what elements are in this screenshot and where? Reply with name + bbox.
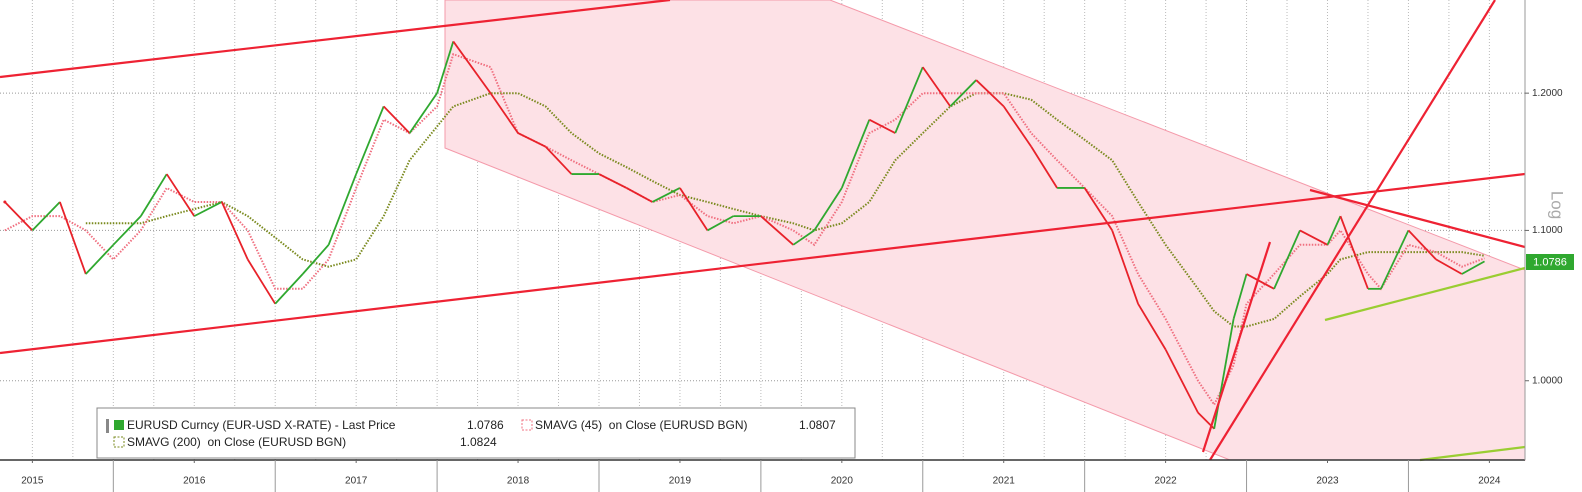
price-segment xyxy=(626,187,653,203)
price-segment xyxy=(489,92,519,134)
price-segment xyxy=(1380,230,1410,290)
price-segment xyxy=(1111,230,1139,305)
trend-line xyxy=(1309,188,1526,249)
price-segment xyxy=(246,258,276,305)
y-tick-label: 1.0000 xyxy=(1532,375,1563,386)
x-tick-label: 2015 xyxy=(21,476,44,487)
x-tick-label: 2024 xyxy=(1478,476,1501,487)
price-segment xyxy=(302,244,330,275)
price-segment xyxy=(1002,105,1032,148)
price-segment xyxy=(452,40,492,94)
last-price-box xyxy=(1526,254,1574,270)
price-segment xyxy=(975,79,1005,108)
trend-line xyxy=(0,0,671,79)
price-segment xyxy=(1435,258,1463,275)
price-segment xyxy=(760,215,794,246)
scale-label: Log xyxy=(1548,191,1567,219)
support-line xyxy=(1419,445,1526,462)
price-segment xyxy=(922,66,952,107)
price-segment xyxy=(707,215,734,232)
legend-box xyxy=(96,407,856,459)
price-segment xyxy=(274,273,304,305)
x-tick-label: 2016 xyxy=(183,476,206,487)
price-segment xyxy=(840,119,871,189)
price-segment xyxy=(1273,230,1301,290)
x-tick-label: 2020 xyxy=(831,476,854,487)
y-tick-label: 1.2000 xyxy=(1532,88,1563,99)
trend-line xyxy=(1201,241,1272,453)
legend-handle xyxy=(106,419,109,433)
legend-swatch xyxy=(113,436,125,448)
price-segment xyxy=(383,105,411,134)
price-segment xyxy=(544,146,573,175)
price-segment xyxy=(894,66,924,134)
price-segment xyxy=(1339,215,1369,290)
legend: EURUSD Curncy (EUR-USD X-RATE) - Last Pr… xyxy=(96,407,856,459)
trend-lines xyxy=(0,0,1526,462)
price-segment xyxy=(1030,146,1058,189)
price-segment xyxy=(1326,215,1342,246)
price-segment xyxy=(220,201,249,260)
y-axis-labels: 1.0000 1.1000 1.2000 xyxy=(1525,88,1563,386)
moving-average-line xyxy=(4,52,1485,407)
legend-label: EURUSD Curncy (EUR-USD X-RATE) - Last Pr… xyxy=(127,418,396,432)
price-segment xyxy=(1164,349,1199,414)
price-segment xyxy=(140,173,168,217)
trend-line xyxy=(1209,0,1496,461)
x-tick-label: 2023 xyxy=(1316,476,1339,487)
price-segment xyxy=(1213,318,1235,429)
x-tick-label: 2022 xyxy=(1154,476,1177,487)
moving-average-line xyxy=(85,92,1485,328)
price-segment xyxy=(1299,229,1328,246)
x-tick-label: 2018 xyxy=(507,476,530,487)
x-axis-labels: 2015 2016 2017 2018 2019 2020 2021 2022 2023 2024 xyxy=(21,460,1501,492)
price-segment xyxy=(1232,273,1248,320)
price-segment xyxy=(436,41,455,94)
x-tick-label: 2019 xyxy=(669,476,692,487)
price-segment xyxy=(112,215,142,246)
plot xyxy=(3,40,1485,430)
price-segment xyxy=(59,201,87,275)
y-tick-label: 1.1000 xyxy=(1532,225,1563,236)
price-segment xyxy=(517,132,546,148)
last-price-label: 1.0786 xyxy=(1533,256,1567,268)
price-segment xyxy=(31,201,61,232)
price-segment xyxy=(1461,260,1485,275)
support-line xyxy=(1324,266,1526,322)
price-segment xyxy=(327,173,357,246)
price-segment xyxy=(85,244,114,275)
legend-label: SMAVG (45) on Close (EURUSD BGN) xyxy=(535,418,748,432)
price-segment xyxy=(949,79,977,107)
x-tick-label: 2021 xyxy=(993,476,1016,487)
price-segment xyxy=(652,187,681,203)
price-segment xyxy=(408,92,438,134)
price-segment xyxy=(1137,303,1167,350)
x-tick-label: 2017 xyxy=(345,476,368,487)
trend-line xyxy=(0,172,1526,355)
price-segment xyxy=(813,187,843,231)
legend-value: 1.0786 xyxy=(467,418,504,432)
legend-swatch xyxy=(114,420,124,430)
legend-label: SMAVG (200) on Close (EURUSD BGN) xyxy=(127,435,346,449)
price-segment xyxy=(355,106,385,175)
price-segment xyxy=(165,173,196,217)
legend-swatch xyxy=(521,419,533,431)
legend-value: 1.0807 xyxy=(799,418,836,432)
price-segment xyxy=(792,229,815,246)
price-segment xyxy=(4,201,34,232)
legend-value: 1.0824 xyxy=(460,435,497,449)
price-segment xyxy=(679,187,709,231)
price-segment xyxy=(1407,229,1437,260)
price-segment xyxy=(598,173,627,189)
price-segment xyxy=(193,201,223,217)
price-segment xyxy=(1246,273,1275,290)
price-segment xyxy=(868,118,896,134)
